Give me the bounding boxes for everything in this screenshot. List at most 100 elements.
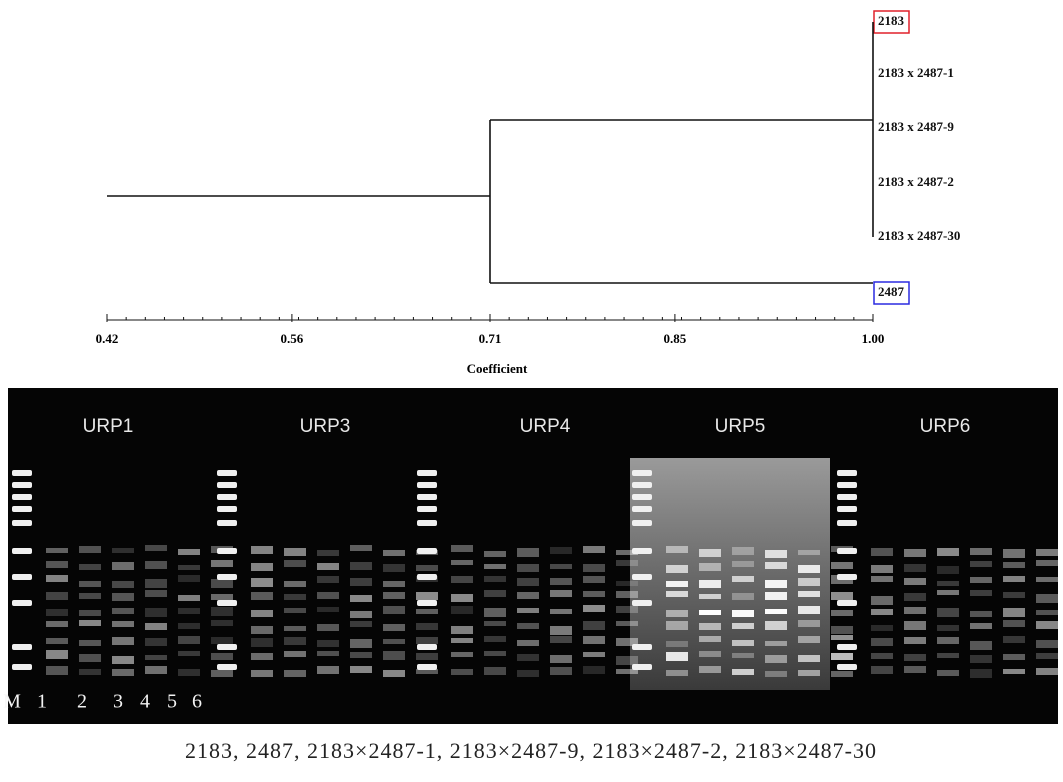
- lane-band: [517, 592, 539, 599]
- lane-band: [550, 655, 572, 663]
- lane-band: [284, 581, 306, 587]
- lane-band: [416, 565, 438, 571]
- lane-band: [1036, 560, 1058, 566]
- lane-band: [937, 581, 959, 586]
- lane-band: [416, 609, 438, 614]
- marker-band: [12, 482, 32, 488]
- lane-band: [831, 592, 853, 600]
- lane-band: [937, 590, 959, 595]
- lane-band: [970, 655, 992, 663]
- lane-band: [251, 546, 273, 554]
- lane-band: [284, 670, 306, 677]
- lane-band: [211, 560, 233, 567]
- lane-band: [798, 670, 820, 676]
- lane-band: [550, 590, 572, 597]
- lane-band: [284, 594, 306, 600]
- lane-band: [383, 651, 405, 660]
- leaf-label: 2487: [878, 284, 905, 299]
- lane-band: [451, 652, 473, 657]
- lane-band: [145, 623, 167, 630]
- lane-band: [871, 653, 893, 659]
- lane-band: [871, 576, 893, 582]
- marker-band: [837, 644, 857, 650]
- lane-band: [178, 636, 200, 644]
- lane-band: [970, 590, 992, 596]
- lane-band: [517, 640, 539, 646]
- lane-band: [937, 608, 959, 617]
- lane-band: [583, 666, 605, 674]
- lane-band: [251, 563, 273, 571]
- lane-band: [79, 669, 101, 675]
- lane-band: [251, 578, 273, 587]
- lane-band: [112, 562, 134, 570]
- gel-panel-label: URP4: [520, 416, 571, 437]
- lane-band: [317, 651, 339, 656]
- marker-band: [417, 574, 437, 580]
- gel-panel-label: URP6: [920, 416, 971, 437]
- lane-band: [666, 621, 688, 630]
- lane-band: [732, 593, 754, 600]
- marker-band: [12, 494, 32, 500]
- marker-band: [12, 548, 32, 554]
- lane-band: [317, 563, 339, 570]
- lane-band: [317, 666, 339, 674]
- marker-band: [632, 548, 652, 554]
- lane-band: [484, 608, 506, 617]
- lane-band: [416, 637, 438, 644]
- lane-band: [1036, 653, 1058, 659]
- lane-band: [484, 636, 506, 642]
- lane-band: [616, 591, 638, 598]
- lane-band: [112, 669, 134, 676]
- marker-band: [217, 664, 237, 670]
- lane-band: [871, 638, 893, 646]
- lane-band: [317, 592, 339, 599]
- x-tick-label: 0.85: [664, 331, 687, 346]
- marker-band: [632, 574, 652, 580]
- lane-band: [517, 578, 539, 586]
- lane-band: [350, 652, 372, 658]
- lane-band: [211, 579, 233, 588]
- lane-band: [1003, 592, 1025, 598]
- x-tick-label: 1.00: [862, 331, 885, 346]
- lane-band: [904, 621, 926, 630]
- x-axis-label: Coefficient: [467, 361, 528, 376]
- lane-band: [79, 620, 101, 626]
- lane-label: 1: [37, 691, 47, 713]
- lane-band: [831, 626, 853, 634]
- lane-band: [765, 609, 787, 614]
- gel-urp5-background: [630, 458, 830, 690]
- lane-band: [451, 606, 473, 614]
- lane-band: [145, 608, 167, 617]
- lane-band: [798, 655, 820, 662]
- lane-band: [1036, 621, 1058, 629]
- lane-band: [451, 576, 473, 583]
- lane-band: [350, 639, 372, 648]
- lane-band: [284, 548, 306, 556]
- lane-band: [699, 594, 721, 599]
- lane-band: [871, 666, 893, 674]
- lane-band: [350, 578, 372, 586]
- lane-band: [871, 565, 893, 573]
- marker-band: [632, 470, 652, 476]
- lane-band: [517, 623, 539, 629]
- lane-band: [798, 591, 820, 597]
- lane-band: [666, 652, 688, 661]
- marker-band: [632, 482, 652, 488]
- lane-band: [451, 545, 473, 552]
- lane-band: [666, 641, 688, 647]
- marker-band: [837, 574, 857, 580]
- lane-band: [904, 564, 926, 572]
- marker-band: [632, 506, 652, 512]
- lane-band: [699, 666, 721, 673]
- lane-band: [666, 610, 688, 617]
- lane-band: [765, 671, 787, 677]
- marker-band: [12, 506, 32, 512]
- lane-band: [904, 593, 926, 601]
- lane-band: [350, 562, 372, 570]
- lane-band: [416, 623, 438, 630]
- lane-band: [831, 635, 853, 640]
- lane-band: [517, 564, 539, 572]
- lane-band: [616, 581, 638, 586]
- marker-band: [12, 644, 32, 650]
